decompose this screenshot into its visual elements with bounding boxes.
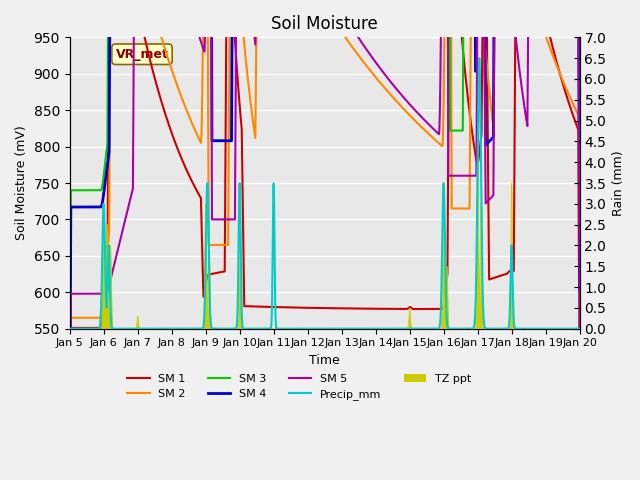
X-axis label: Time: Time (309, 354, 340, 367)
Text: VR_met: VR_met (116, 48, 168, 61)
Y-axis label: Soil Moisture (mV): Soil Moisture (mV) (15, 126, 28, 240)
Legend: SM 1, SM 2, SM 3, SM 4, SM 5, Precip_mm, TZ ppt: SM 1, SM 2, SM 3, SM 4, SM 5, Precip_mm,… (123, 369, 476, 405)
Y-axis label: Rain (mm): Rain (mm) (612, 150, 625, 216)
Title: Soil Moisture: Soil Moisture (271, 15, 378, 33)
